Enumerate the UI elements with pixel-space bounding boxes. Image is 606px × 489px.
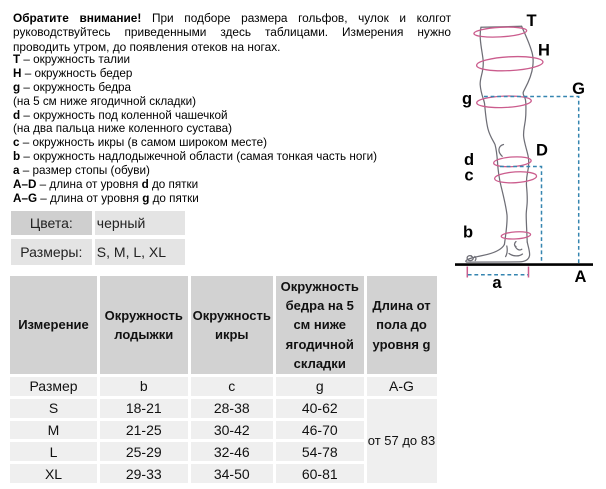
svg-text:d: d — [464, 151, 474, 169]
svg-text:T: T — [526, 12, 536, 30]
svg-text:g: g — [462, 90, 472, 108]
svg-text:D: D — [536, 142, 548, 160]
svg-text:H: H — [538, 42, 550, 60]
svg-text:b: b — [463, 223, 473, 241]
svg-text:G: G — [572, 80, 585, 98]
svg-text:A: A — [575, 268, 587, 286]
svg-text:c: c — [464, 167, 473, 185]
svg-text:a: a — [492, 274, 502, 292]
